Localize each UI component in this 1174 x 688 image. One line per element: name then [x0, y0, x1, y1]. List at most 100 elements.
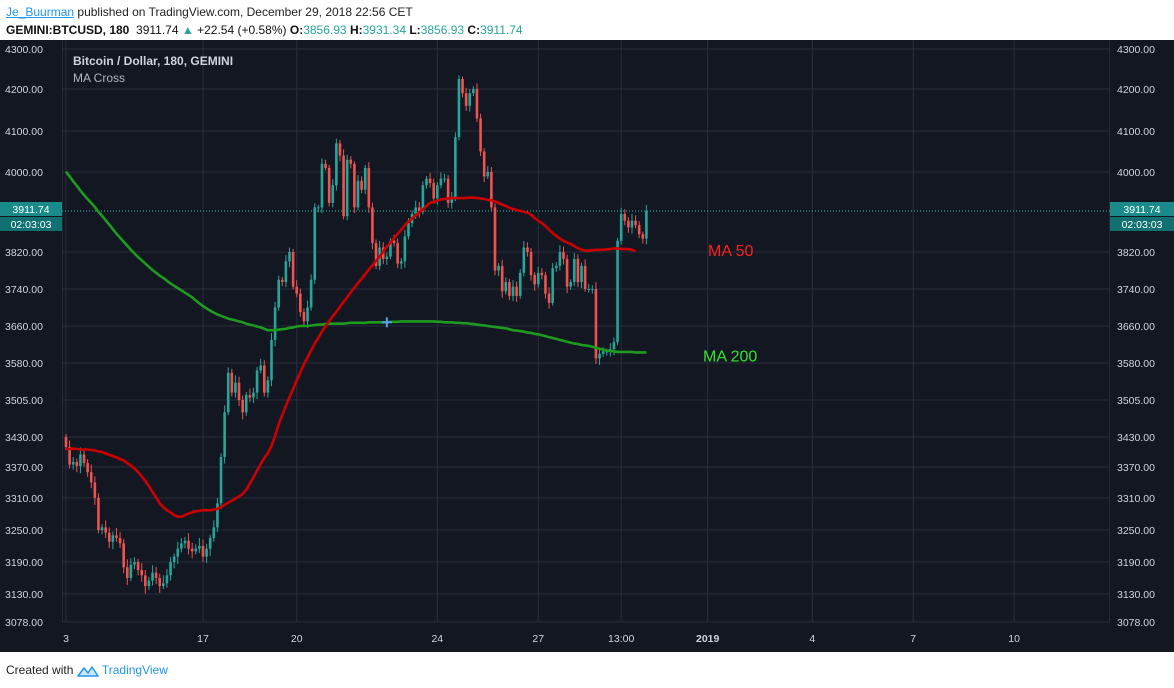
- candle: [504, 277, 508, 295]
- candle: [637, 221, 641, 239]
- candle: [86, 459, 89, 477]
- y-tick-label-right: 4100.00: [1117, 126, 1155, 138]
- candle: [464, 87, 468, 111]
- candle: [540, 268, 544, 280]
- candle: [324, 159, 327, 171]
- candle: [457, 75, 461, 141]
- candle: [320, 158, 324, 214]
- tradingview-logo-icon: [76, 666, 99, 677]
- publish-info: Je_Buurman published on TradingView.com,…: [6, 5, 413, 19]
- candle: [627, 217, 630, 233]
- candle: [219, 453, 223, 510]
- candle: [461, 76, 464, 98]
- candle: [226, 367, 230, 416]
- change-value: +22.54 (+0.58%): [197, 23, 287, 37]
- candle: [187, 533, 190, 555]
- tradingview-brand-link[interactable]: TradingView: [101, 663, 168, 677]
- candle: [468, 89, 472, 112]
- low-label: L:: [409, 23, 421, 37]
- high-value: 3931.34: [362, 23, 406, 37]
- candle: [162, 575, 165, 590]
- price-chart[interactable]: 4300.00 4300.00 4200.00 4200.00 4100.00 4100.…: [0, 40, 1174, 652]
- left-price-axis[interactable]: [0, 40, 62, 652]
- y-tick-label-left: 4300.00: [5, 44, 43, 56]
- y-tick-label-left: 4100.00: [5, 126, 43, 138]
- candle: [526, 242, 529, 257]
- candle: [598, 348, 601, 365]
- candle: [554, 262, 558, 272]
- chart-title: Bitcoin / Dollar, 180, GEMINI: [73, 54, 233, 68]
- candle: [641, 231, 645, 244]
- y-tick-label-left: 4200.00: [5, 84, 43, 96]
- candle: [147, 576, 151, 590]
- candle: [371, 202, 374, 250]
- low-value: 3856.93: [420, 23, 465, 37]
- candle: [190, 542, 194, 559]
- y-tick-label-right: 3190.00: [1117, 557, 1155, 569]
- y-tick-label-left: 4000.00: [5, 167, 43, 179]
- candle: [248, 388, 252, 402]
- candle: [140, 563, 144, 582]
- created-with-text: Created with: [6, 663, 74, 677]
- x-tick-label: 20: [291, 633, 303, 645]
- countdown-badge-text: 02:03:03: [1122, 219, 1163, 231]
- candle: [511, 280, 515, 302]
- ma50-annotation: MA 50: [708, 243, 753, 260]
- close-label: C:: [467, 23, 481, 37]
- candle: [306, 300, 309, 328]
- candle: [349, 156, 353, 169]
- candle: [266, 376, 270, 398]
- candle: [490, 167, 493, 211]
- close-value: 3911.74: [480, 23, 523, 37]
- y-tick-label-right: 3250.00: [1117, 525, 1155, 537]
- candle: [165, 568, 169, 588]
- candle: [107, 527, 111, 549]
- candle: [616, 237, 619, 345]
- candle: [198, 538, 201, 553]
- open-value: 3856.93: [303, 23, 347, 37]
- candle: [353, 161, 356, 214]
- candle: [374, 239, 378, 270]
- candle: [587, 283, 591, 293]
- candle: [403, 230, 407, 268]
- countdown-badge-text: 02:03:03: [11, 219, 52, 231]
- y-tick-label-right: 4200.00: [1117, 84, 1155, 96]
- candle: [144, 570, 147, 594]
- candle: [327, 165, 331, 207]
- candle: [623, 209, 627, 226]
- candle: [515, 281, 518, 302]
- candle: [345, 154, 349, 221]
- chart-container[interactable]: 4300.00 4300.00 4200.00 4200.00 4100.00 4100.…: [0, 40, 1174, 652]
- y-tick-label-right: 3820.00: [1117, 247, 1155, 259]
- x-tick-label: 2019: [696, 633, 720, 645]
- candle: [118, 532, 122, 549]
- candle: [396, 238, 399, 269]
- candle: [277, 275, 280, 311]
- candle: [338, 140, 342, 162]
- candle: [331, 179, 335, 208]
- x-tick-label: 24: [431, 633, 443, 645]
- candle: [522, 240, 526, 277]
- candle: [591, 285, 594, 294]
- candle: [262, 360, 266, 397]
- candle: [183, 536, 187, 549]
- y-tick-label-right: 3580.00: [1117, 358, 1155, 370]
- last-price-badge-left: [0, 202, 62, 216]
- candle: [547, 287, 551, 309]
- candle: [317, 204, 320, 213]
- right-price-axis[interactable]: [1110, 40, 1174, 652]
- candle: [428, 172, 432, 188]
- author-link[interactable]: Je_Buurman: [6, 5, 75, 19]
- candle: [634, 215, 637, 229]
- x-tick-label: 13:00: [608, 633, 634, 645]
- y-tick-label-right: 3430.00: [1117, 432, 1155, 444]
- candle: [111, 531, 115, 550]
- candle: [454, 132, 457, 202]
- candle: [201, 539, 205, 562]
- candle: [79, 447, 82, 474]
- y-tick-label-left: 3190.00: [5, 557, 43, 569]
- candle: [580, 262, 583, 289]
- candle: [241, 395, 244, 420]
- y-tick-label-left: 3505.00: [5, 395, 43, 407]
- candle: [176, 541, 180, 565]
